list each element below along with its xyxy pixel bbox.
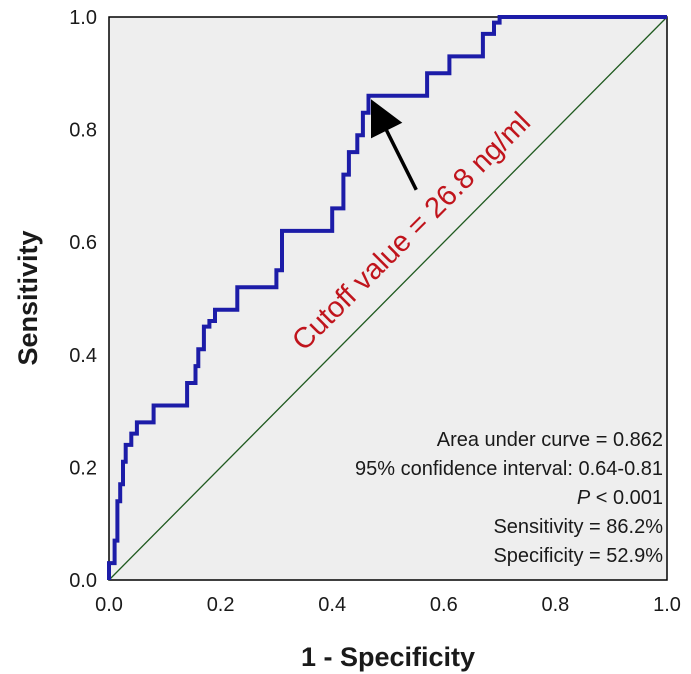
y-tick-label: 0.0	[69, 570, 97, 592]
x-axis-ticks: 0.0 0.2 0.4 0.6 0.8 1.0	[95, 594, 681, 616]
stat-line: 95% confidence interval: 0.64-0.81	[355, 458, 663, 480]
x-tick-label: 1.0	[653, 594, 681, 616]
x-tick-label: 0.6	[430, 594, 458, 616]
y-tick-label: 1.0	[69, 7, 97, 29]
stat-line: Sensitivity = 86.2%	[493, 516, 663, 538]
reference-diagonal-line	[108, 16, 668, 581]
y-axis-ticks: 0.0 0.2 0.4 0.6 0.8 1.0	[69, 7, 97, 592]
y-axis-title: Sensitivity	[13, 230, 43, 365]
x-tick-label: 0.8	[541, 594, 569, 616]
y-tick-label: 0.4	[69, 345, 97, 367]
x-tick-label: 0.0	[95, 594, 123, 616]
y-tick-label: 0.6	[69, 232, 97, 254]
y-tick-label: 0.2	[69, 457, 97, 479]
x-tick-label: 0.4	[318, 594, 346, 616]
statistics-text-block: Area under curve = 0.862 95% confidence i…	[355, 429, 663, 567]
x-tick-label: 0.2	[207, 594, 235, 616]
stat-line: Specificity = 52.9%	[493, 545, 663, 567]
x-axis-title: 1 - Specificity	[301, 642, 475, 672]
stat-line: P < 0.001	[577, 487, 663, 509]
roc-curve	[107, 15, 667, 580]
stat-line: Area under curve = 0.862	[437, 429, 663, 451]
cutoff-arrow	[370, 99, 418, 191]
y-tick-label: 0.8	[69, 120, 97, 142]
